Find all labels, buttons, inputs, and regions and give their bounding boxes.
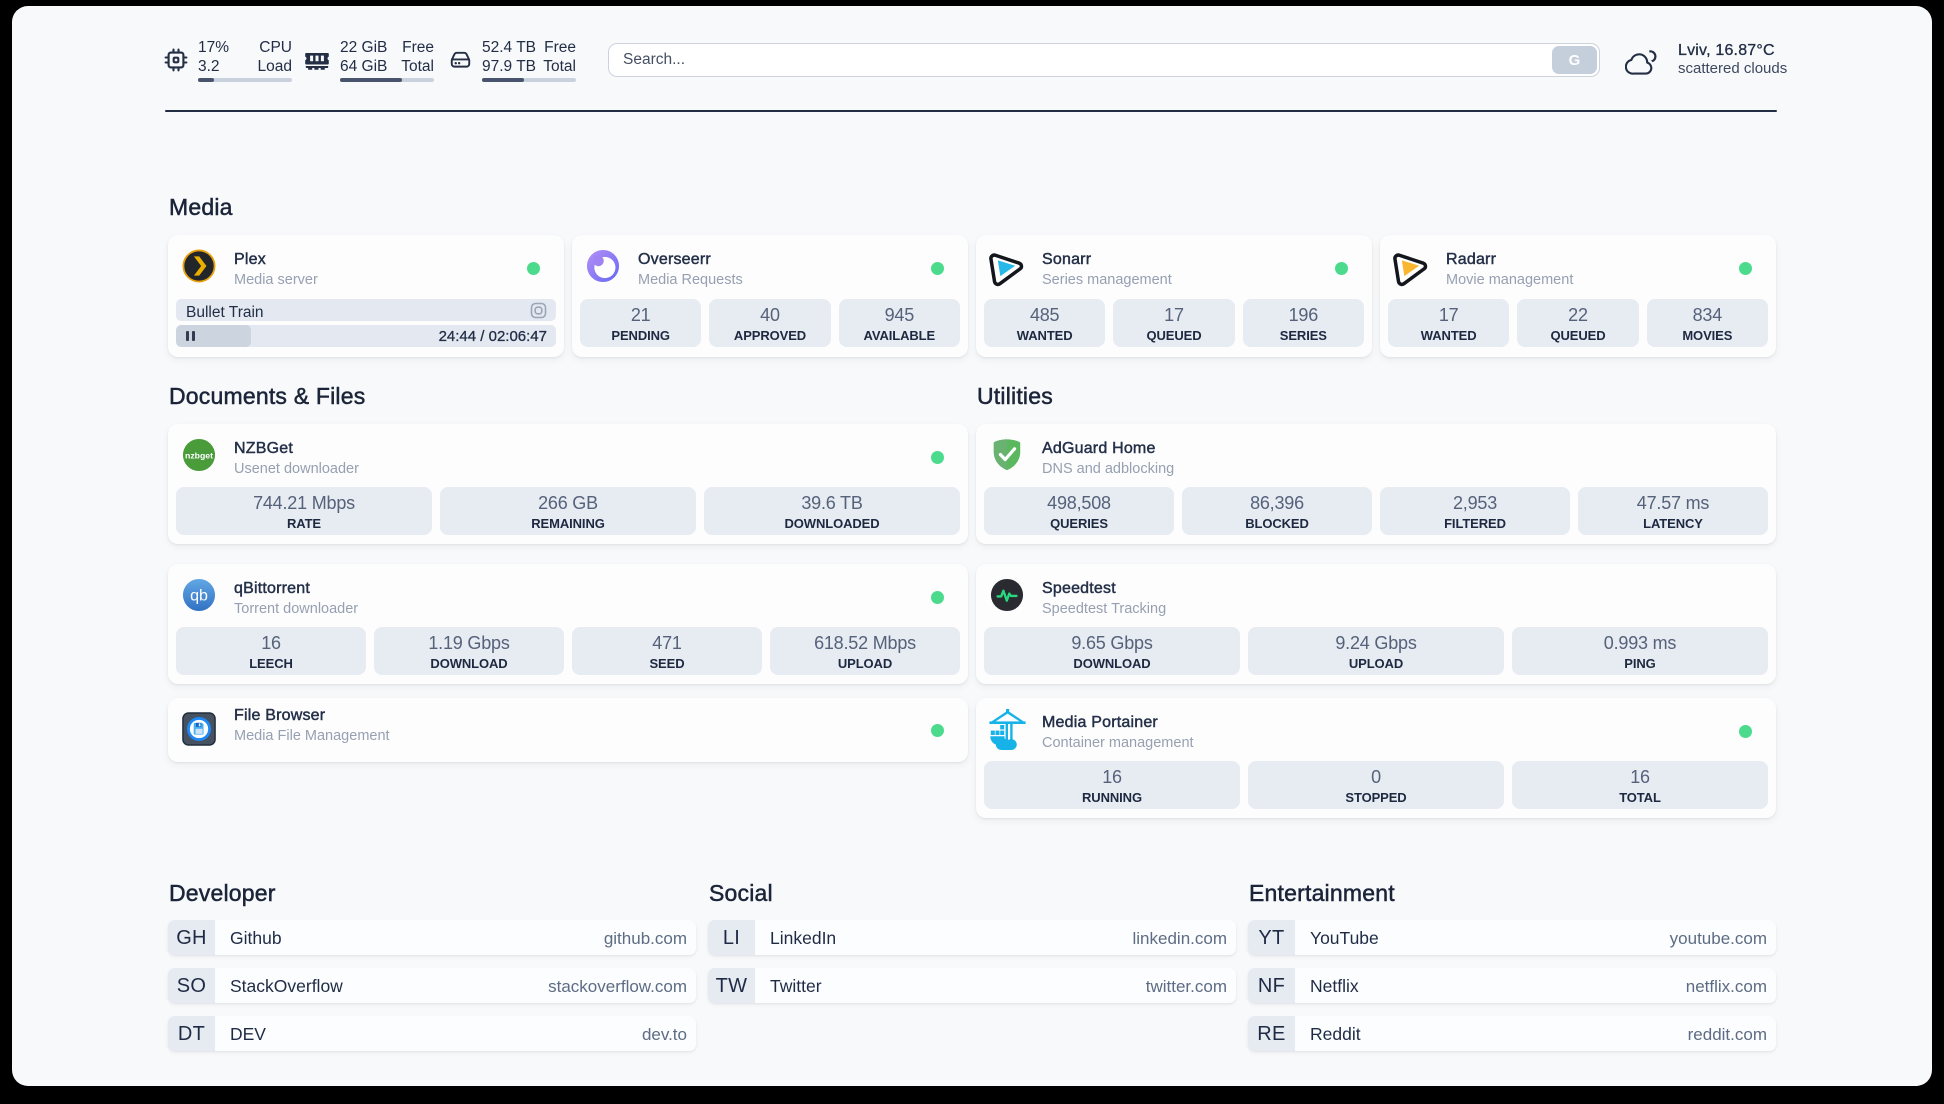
svg-text:qb: qb (190, 587, 208, 605)
svg-text:nzbget: nzbget (185, 450, 213, 460)
